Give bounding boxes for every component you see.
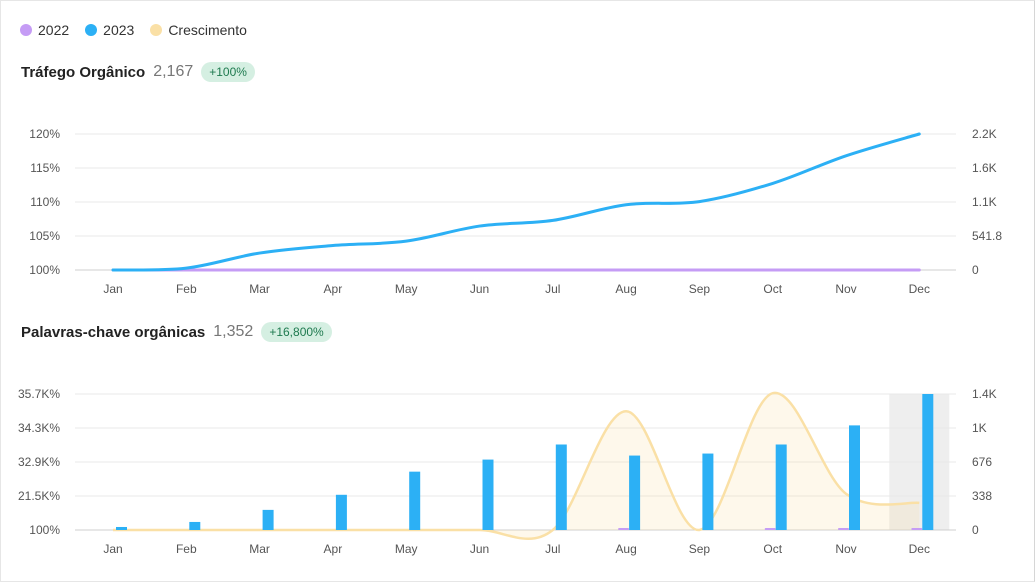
legend: 2022 2023 Crescimento <box>20 22 247 38</box>
traffic-y-right-tick: 541.8 <box>972 229 1002 243</box>
keywords-bar-2023 <box>775 444 787 530</box>
traffic-x-tick: Jun <box>470 282 489 296</box>
keywords-y-right-tick: 0 <box>972 523 979 537</box>
traffic-y-left-tick: 120% <box>29 127 60 141</box>
keywords-x-tick: Oct <box>763 542 782 556</box>
keywords-y-left-tick: 21.5K% <box>18 489 60 503</box>
traffic-x-tick: Dec <box>909 282 930 296</box>
traffic-y-right-tick: 0 <box>972 263 979 277</box>
keywords-x-tick: Dec <box>909 542 930 556</box>
keywords-bar-2023 <box>849 425 860 530</box>
traffic-series-2023 <box>111 132 921 272</box>
keywords-y-right-tick: 676 <box>972 455 992 469</box>
keywords-bar-2023 <box>335 494 347 530</box>
traffic-y-left-tick: 115% <box>30 161 60 175</box>
legend-dot-2023 <box>85 24 98 36</box>
keywords-x-tick: Nov <box>835 542 856 556</box>
keywords-x-tick: Mar <box>249 542 270 556</box>
keywords-bar-2023 <box>702 453 714 530</box>
keywords-growth-area <box>113 392 920 539</box>
keywords-bar-2023 <box>189 521 201 530</box>
keywords-bar-2022 <box>838 528 849 530</box>
traffic-x-tick: Nov <box>835 282 856 296</box>
keywords-y-right-tick: 338 <box>972 489 992 503</box>
legend-item-2023[interactable]: 2023 <box>85 22 134 38</box>
keywords-title: Palavras-chave orgânicas <box>21 323 206 341</box>
traffic-x-tick: Mar <box>249 282 270 296</box>
keywords-bar-2023 <box>482 459 494 530</box>
keywords-x-tick: Feb <box>176 542 197 556</box>
keywords-badge: +16,800% <box>261 322 332 342</box>
keywords-y-left-tick: 100% <box>29 523 60 537</box>
keywords-x-tick: Jun <box>470 542 489 556</box>
traffic-x-tick: Feb <box>176 282 197 296</box>
keywords-x-tick: Apr <box>324 542 343 556</box>
traffic-y-right-tick: 2.2K <box>972 127 997 141</box>
traffic-x-tick: Oct <box>763 282 782 296</box>
traffic-x-tick: Jan <box>103 282 122 296</box>
traffic-y-right-tick: 1.6K <box>972 161 997 175</box>
traffic-x-tick: Aug <box>615 282 636 296</box>
keywords-y-right-tick: 1.4K <box>972 387 997 401</box>
traffic-y-left-tick: 105% <box>29 229 60 243</box>
keywords-y-right-tick: 1K <box>972 421 987 435</box>
traffic-x-tick: May <box>395 282 418 296</box>
keywords-bar-2023 <box>922 394 934 530</box>
legend-label-crescimento: Crescimento <box>168 22 247 38</box>
keywords-bar-2023 <box>116 526 127 530</box>
keywords-bar-2022 <box>764 528 776 530</box>
legend-label-2023: 2023 <box>103 22 135 38</box>
traffic-x-tick: Sep <box>689 282 711 296</box>
legend-item-crescimento[interactable]: Crescimento <box>150 22 247 38</box>
keywords-x-tick: Jan <box>103 542 122 556</box>
keywords-x-tick: Sep <box>689 542 711 556</box>
keywords-header: Palavras-chave orgânicas 1,352 +16,800% <box>21 322 332 342</box>
traffic-x-tick: Jul <box>545 282 560 296</box>
keywords-y-left-tick: 32.9K% <box>18 455 60 469</box>
traffic-value: 2,167 <box>153 63 194 80</box>
keywords-x-tick: May <box>395 542 418 556</box>
legend-dot-2022 <box>20 24 32 36</box>
legend-label-2022: 2022 <box>38 22 70 38</box>
keywords-y-left-tick: 35.7K% <box>18 387 60 401</box>
keywords-bar-2022 <box>911 528 923 530</box>
keywords-bar-2023 <box>555 444 567 530</box>
keywords-x-tick: Jul <box>545 542 560 556</box>
keywords-value: 1,352 <box>213 323 254 340</box>
keywords-y-left-tick: 34.3K% <box>18 421 60 435</box>
traffic-y-left-tick: 110% <box>30 195 60 209</box>
traffic-header: Tráfego Orgânico 2,167 +100% <box>21 62 255 82</box>
keywords-x-tick: Aug <box>615 542 636 556</box>
traffic-badge: +100% <box>201 62 255 82</box>
traffic-x-tick: Apr <box>324 282 343 296</box>
traffic-y-right-tick: 1.1K <box>972 195 997 209</box>
traffic-title: Tráfego Orgânico <box>21 63 146 81</box>
keywords-bar-2022 <box>618 528 630 530</box>
legend-dot-crescimento <box>150 24 163 36</box>
keywords-bar-2023 <box>629 455 641 530</box>
keywords-bar-2023 <box>262 509 274 530</box>
legend-item-2022[interactable]: 2022 <box>20 22 69 38</box>
traffic-y-left-tick: 100% <box>29 263 60 277</box>
keywords-bar-2023 <box>409 471 421 530</box>
